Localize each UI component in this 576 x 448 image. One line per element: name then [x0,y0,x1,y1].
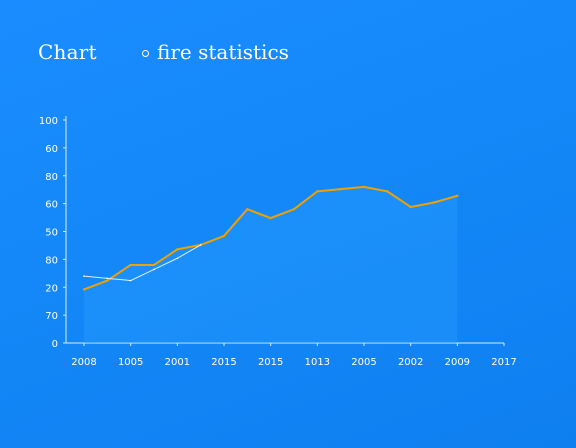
data-point [456,194,459,198]
data-point [362,185,366,189]
y-tick-label: 60 [45,144,58,155]
series-area [84,186,458,343]
x-tick-label: 2001 [165,357,190,368]
data-point [82,288,86,291]
data-point [106,277,109,280]
x-tick-label: 1013 [305,357,330,368]
data-point [176,257,179,260]
data-point [269,216,272,220]
data-point [153,268,155,271]
data-point [432,201,436,204]
x-tick-label: 2002 [398,357,423,368]
x-tick-label: 1005 [118,357,143,368]
data-point [222,234,226,238]
y-tick-label: 50 [45,228,58,239]
data-point [339,187,342,191]
x-tick-label: 2015 [211,357,236,368]
y-tick-label: 60 [45,200,58,211]
x-tick-label: 2009 [445,357,470,368]
x-tick-label: 2015 [258,357,283,368]
data-point [83,275,85,277]
data-point [386,190,389,193]
x-tick-label: 2005 [351,357,376,368]
x-tick-label: 2017 [491,357,516,368]
y-tick-label: 0 [52,339,58,350]
y-tick-label: 80 [45,172,58,183]
y-tick-label: 80 [45,255,58,266]
legend-label: fire statistics [157,40,289,64]
y-tick-label: 70 [45,311,58,322]
data-point [129,279,132,282]
legend-marker-icon [142,49,149,57]
x-tick-label: 2008 [71,357,96,368]
legend: fire statistics [142,40,289,64]
data-point [106,279,109,282]
data-point [176,248,179,251]
chart-title: Chart [38,40,97,64]
data-point [152,263,156,267]
data-point [292,208,296,211]
y-tick-label: 20 [45,283,58,294]
data-point [409,205,412,209]
series-line-secondary [83,244,201,282]
data-point [199,244,202,246]
data-point [129,263,132,267]
data-point [316,190,319,193]
data-point [246,208,249,211]
y-tick-label: 100 [39,116,58,127]
